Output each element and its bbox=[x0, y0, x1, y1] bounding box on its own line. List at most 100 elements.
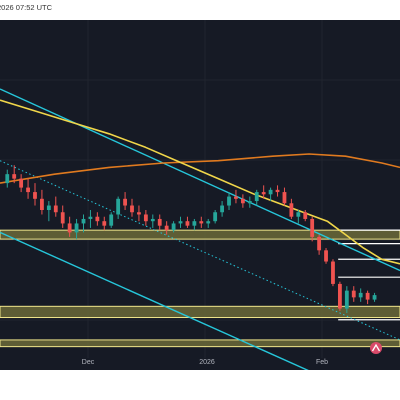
moving-averages bbox=[0, 99, 400, 265]
candle-body bbox=[116, 198, 121, 215]
candle bbox=[206, 218, 211, 228]
candle-body bbox=[5, 174, 10, 184]
x-tick-label: Feb bbox=[316, 359, 328, 366]
candle bbox=[282, 187, 287, 206]
candle bbox=[331, 259, 335, 287]
candle-body bbox=[344, 290, 349, 309]
candle bbox=[123, 192, 127, 210]
candle bbox=[296, 210, 301, 224]
candle bbox=[150, 214, 155, 228]
candle-body bbox=[365, 292, 370, 300]
candle-body bbox=[53, 205, 58, 213]
candle-body bbox=[164, 225, 169, 231]
candle-body bbox=[275, 189, 280, 193]
candle-body bbox=[74, 223, 79, 233]
candle bbox=[12, 165, 17, 184]
candle bbox=[81, 214, 86, 233]
candle-body bbox=[26, 187, 30, 193]
candle-body bbox=[12, 174, 17, 179]
support-zone bbox=[0, 305, 400, 319]
candle bbox=[26, 178, 30, 199]
ma-long-line bbox=[0, 153, 400, 184]
candle-body bbox=[261, 192, 266, 195]
candlesticks bbox=[5, 165, 377, 314]
descending-channel bbox=[0, 88, 400, 370]
candle bbox=[199, 216, 204, 228]
candle bbox=[220, 201, 224, 217]
candle bbox=[5, 169, 10, 188]
candle bbox=[53, 196, 58, 217]
tradingview-logo-icon[interactable] bbox=[370, 342, 382, 354]
x-axis-labels: Dec 2026 Feb bbox=[82, 359, 328, 366]
candle bbox=[275, 185, 280, 197]
ma-short-line bbox=[0, 99, 400, 265]
candle-body bbox=[95, 216, 100, 222]
candle bbox=[143, 210, 148, 226]
candle bbox=[358, 288, 363, 302]
candle-body bbox=[143, 214, 148, 222]
candle-body bbox=[178, 221, 183, 224]
candle bbox=[164, 221, 169, 235]
candle bbox=[227, 192, 231, 210]
candle bbox=[88, 210, 93, 228]
price-chart[interactable]: Dec 2026 Feb bbox=[0, 20, 400, 370]
candle bbox=[240, 194, 245, 208]
x-tick-label: Dec bbox=[82, 359, 95, 366]
candle bbox=[116, 196, 121, 219]
candle-body bbox=[351, 290, 356, 298]
candle-body bbox=[171, 223, 176, 231]
candle bbox=[185, 216, 190, 228]
candle-body bbox=[268, 189, 273, 195]
candle bbox=[192, 218, 197, 231]
candle-body bbox=[227, 196, 231, 206]
candle bbox=[60, 205, 65, 228]
candle bbox=[74, 218, 79, 240]
candle bbox=[324, 248, 328, 264]
candle-body bbox=[372, 295, 377, 300]
candle-body bbox=[337, 283, 342, 309]
candle bbox=[178, 216, 183, 228]
candle bbox=[337, 281, 342, 311]
candle bbox=[40, 189, 44, 215]
candle-body bbox=[213, 212, 218, 222]
candle-body bbox=[46, 205, 51, 210]
candle bbox=[351, 286, 356, 302]
candle-body bbox=[67, 223, 72, 233]
candle-body bbox=[324, 250, 328, 262]
chart-header: 2026 07:52 UTC bbox=[0, 0, 400, 20]
candle bbox=[372, 292, 377, 302]
candle-body bbox=[130, 205, 134, 213]
candle-body bbox=[303, 212, 308, 219]
candle-body bbox=[358, 292, 363, 298]
logo-mark bbox=[371, 343, 381, 352]
candle bbox=[317, 234, 322, 255]
channel-lower-line bbox=[0, 231, 309, 370]
candle-body bbox=[123, 198, 127, 206]
candle bbox=[137, 205, 141, 222]
support-zone bbox=[0, 339, 400, 348]
candle bbox=[234, 189, 238, 204]
horizontal-levels bbox=[338, 229, 400, 321]
candle-body bbox=[240, 198, 245, 204]
candle bbox=[254, 189, 259, 206]
candle-body bbox=[150, 218, 155, 222]
candle-body bbox=[137, 212, 141, 215]
candle-body bbox=[310, 218, 315, 237]
candle-body bbox=[19, 178, 24, 188]
timestamp-label: 2026 07:52 UTC bbox=[0, 3, 53, 12]
candle bbox=[171, 221, 176, 233]
channel-upper-line bbox=[0, 88, 400, 272]
channel-mid-line bbox=[0, 160, 400, 341]
candle bbox=[213, 210, 218, 224]
candle bbox=[365, 290, 370, 305]
candle bbox=[157, 214, 162, 231]
candle-body bbox=[289, 203, 294, 217]
candle bbox=[310, 216, 315, 242]
candle-body bbox=[317, 236, 322, 251]
candle bbox=[95, 212, 100, 226]
candle-body bbox=[102, 221, 107, 226]
support-zone bbox=[0, 229, 400, 240]
candle-body bbox=[234, 196, 238, 199]
candle-body bbox=[254, 192, 259, 202]
